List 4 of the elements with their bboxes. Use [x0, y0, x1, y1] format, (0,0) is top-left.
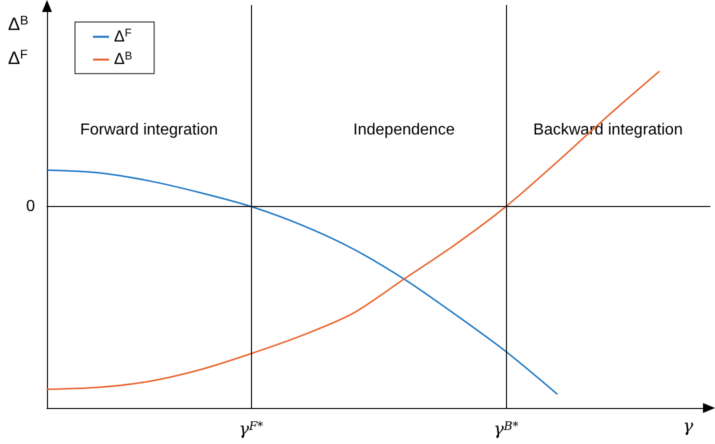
annotation: Forward integration — [80, 121, 218, 138]
annotation: Independence — [353, 121, 455, 138]
ref-line-label: 0 — [26, 198, 36, 215]
x-axis-title: γ — [683, 416, 694, 436]
